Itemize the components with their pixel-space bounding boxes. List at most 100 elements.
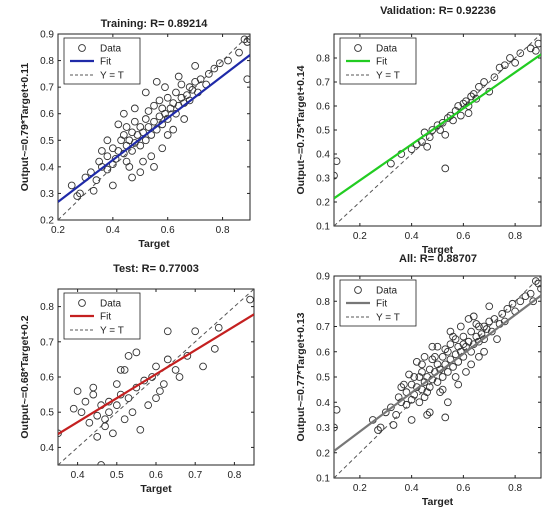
legend-data-marker — [354, 44, 362, 52]
data-point — [482, 325, 491, 333]
data-point — [156, 387, 164, 395]
y-tick-label: 0.6 — [316, 347, 330, 358]
data-point — [420, 352, 429, 361]
data-point — [433, 378, 442, 386]
data-point — [480, 347, 488, 356]
data-point — [376, 423, 385, 432]
data-point — [112, 380, 121, 388]
data-point — [438, 118, 447, 127]
y-tick-label: 0.5 — [316, 373, 330, 384]
data-point — [152, 77, 161, 86]
data-point — [148, 373, 156, 381]
chart-title: All: R= 0.88707 — [399, 253, 477, 265]
data-point — [136, 425, 145, 434]
data-point — [205, 70, 213, 78]
chart-2: 0.2 0.4 0.6 0.8 0.1 0.2 0.3 0.4 0.5 0.6 0.7 0.8 Data… — [295, 5, 542, 256]
data-point — [480, 335, 488, 343]
data-point — [423, 388, 432, 397]
data-point — [521, 292, 530, 301]
data-point — [433, 342, 442, 351]
data-point — [415, 398, 424, 407]
data-point — [93, 432, 102, 441]
legend-entry: Y = T — [376, 313, 400, 324]
data-point — [394, 393, 403, 402]
y-tick-label: 0.9 — [40, 30, 54, 41]
data-point — [441, 413, 450, 422]
data-point — [469, 312, 478, 321]
data-point — [526, 44, 535, 53]
data-point — [152, 394, 160, 402]
data-point — [130, 104, 139, 113]
y-tick-label: 0.5 — [40, 408, 54, 419]
data-point — [147, 152, 156, 161]
data-point — [469, 90, 478, 98]
data-point — [428, 342, 437, 351]
legend: Data Fit Y = T — [63, 292, 141, 340]
data-point — [150, 101, 158, 110]
data-point — [112, 401, 121, 410]
data-point — [119, 131, 128, 139]
data-point — [243, 38, 250, 46]
y-tick-label: 0.8 — [316, 54, 330, 65]
data-point — [114, 120, 123, 129]
legend-data-marker — [78, 299, 86, 307]
data-point — [428, 355, 437, 364]
data-point — [103, 152, 112, 161]
y-tick-label: 0.8 — [40, 302, 54, 313]
y-tick-label: 0.4 — [40, 443, 54, 454]
legend-entry: Fit — [100, 312, 111, 323]
x-tick-label: 0.4 — [71, 470, 85, 481]
data-point — [456, 111, 465, 120]
data-point — [451, 373, 460, 381]
data-point — [490, 315, 499, 323]
data-point — [210, 64, 219, 73]
data-point — [144, 107, 153, 115]
fit-line — [334, 53, 541, 200]
data-point — [444, 398, 452, 407]
data-point — [480, 78, 488, 86]
data-point — [175, 373, 184, 381]
data-point — [418, 368, 426, 376]
data-point — [431, 352, 439, 361]
y-tick-label: 0.1 — [316, 474, 330, 485]
data-point — [128, 147, 136, 155]
data-point — [495, 63, 504, 72]
y-axis-label: Output~=0.77*Target+0.13 — [295, 312, 307, 441]
data-point — [516, 297, 525, 306]
legend: Data Fit Y = T — [339, 37, 417, 85]
data-point — [464, 337, 473, 346]
data-point — [246, 295, 254, 304]
data-point — [423, 142, 432, 151]
legend-entry: Data — [100, 299, 122, 310]
legend-entry: Data — [376, 286, 398, 297]
data-point — [462, 342, 470, 351]
data-point — [172, 88, 180, 97]
data-point — [516, 49, 525, 58]
plot-contents — [58, 34, 250, 220]
data-point — [467, 92, 475, 101]
legend-entry: Fit — [376, 299, 387, 310]
data-point — [402, 400, 411, 409]
data-point — [334, 405, 341, 414]
data-point — [171, 366, 180, 374]
data-point — [141, 88, 150, 97]
data-point — [120, 415, 129, 424]
data-point — [441, 164, 450, 173]
data-point — [163, 327, 172, 336]
data-point — [150, 163, 158, 171]
data-point — [420, 378, 429, 386]
data-point — [472, 320, 481, 328]
data-point — [438, 385, 447, 394]
data-point — [405, 370, 413, 379]
data-point — [73, 387, 82, 395]
chart-title: Test: R= 0.77003 — [113, 263, 199, 275]
data-point — [158, 144, 167, 153]
data-point — [490, 73, 499, 82]
data-point — [163, 115, 172, 123]
y-tick-label: 0.3 — [316, 423, 330, 434]
data-point — [120, 366, 129, 374]
data-point — [410, 373, 419, 381]
data-point — [196, 75, 205, 84]
data-point — [180, 115, 189, 123]
y-axis-label: Output~=0.68*Target+0.2 — [19, 315, 31, 438]
